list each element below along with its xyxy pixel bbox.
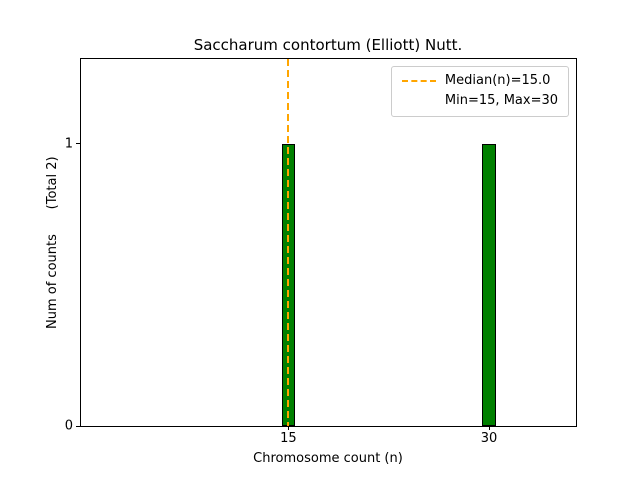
legend-row-median: Median(n)=15.0	[401, 73, 558, 89]
legend-sample-spacer	[402, 100, 436, 102]
legend: Median(n)=15.0 Min=15, Max=30	[390, 66, 569, 117]
legend-label-minmax: Min=15, Max=30	[444, 92, 558, 108]
legend-label-median: Median(n)=15.0	[444, 73, 551, 88]
legend-row-minmax: Min=15, Max=30	[402, 92, 558, 109]
y-tick-mark	[76, 143, 80, 145]
chart-title: Saccharum contortum (Elliott) Nutt.	[193, 36, 463, 54]
median-dashed-line-sample	[401, 80, 436, 83]
x-tick-mark	[287, 426, 289, 430]
median-line	[287, 59, 290, 426]
x-tick-mark	[488, 426, 490, 430]
plot-area: Median(n)=15.0 Min=15, Max=30 15 30 0 1	[65, 58, 577, 445]
y-tick-label: 1	[64, 136, 73, 152]
y-tick-mark	[76, 425, 80, 427]
y-axis-label: Num of counts (Total 2)	[45, 156, 60, 329]
x-tick-label: 15	[280, 431, 297, 446]
x-axis-label: Chromosome count (n)	[253, 451, 403, 466]
y-tick-label: 0	[64, 418, 73, 434]
bar-x30	[482, 143, 496, 426]
x-tick-label: 30	[480, 431, 498, 446]
